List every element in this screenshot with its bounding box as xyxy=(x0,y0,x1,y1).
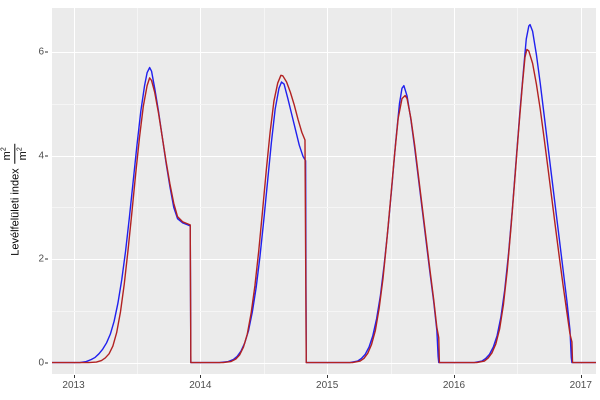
x-axis-tick-mark xyxy=(580,375,582,378)
gridline-y-major xyxy=(52,52,596,53)
gridline-y-minor xyxy=(52,103,596,105)
y-axis-title: Levélfelületi index m2 m2 xyxy=(0,0,30,400)
y-axis-tick-label: 2 xyxy=(38,253,44,265)
x-axis-tick-label: 2015 xyxy=(316,380,339,391)
y-axis-tick-mark xyxy=(45,155,48,157)
plot-panel xyxy=(52,8,596,374)
x-axis-tick-mark xyxy=(327,375,329,378)
plot-lines xyxy=(52,23,596,364)
gridline-y-major xyxy=(52,259,596,261)
y-axis-tick-label: 6 xyxy=(38,46,44,58)
y-axis-tick-mark xyxy=(45,258,48,260)
y-axis-tick-mark xyxy=(45,362,48,364)
gridline-y-minor xyxy=(52,207,596,209)
y-axis-tick-label: 4 xyxy=(38,150,44,162)
gridline-y-major xyxy=(52,155,596,157)
gridline-x-minor xyxy=(136,8,138,374)
gridline-y-minor xyxy=(52,310,596,312)
y-axis-unit-fraction: m2 m2 xyxy=(0,144,30,164)
gridline-x-major xyxy=(453,8,455,374)
gridline-x-major xyxy=(327,8,329,374)
gridline-x-major xyxy=(73,8,75,374)
gridline-x-minor xyxy=(517,8,519,374)
gridline-x-major xyxy=(200,8,202,374)
x-axis-tick-label: 2014 xyxy=(189,380,212,391)
y-axis-title-inner: Levélfelületi index m2 m2 xyxy=(0,144,29,256)
y-axis-tick-mark xyxy=(45,51,48,53)
y-axis-title-text: Levélfelületi index xyxy=(9,168,21,256)
y-axis-unit-denominator: m2 xyxy=(16,147,30,161)
y-axis-tick-label: 0 xyxy=(38,357,44,369)
series-line-red xyxy=(52,48,596,364)
y-axis-unit-numerator: m2 xyxy=(0,147,13,161)
x-axis-tick-label: 2013 xyxy=(62,380,85,391)
x-axis-tick-mark xyxy=(453,375,455,378)
y-axis-tick-labels: 0 2 4 6 xyxy=(30,0,44,400)
x-axis-tick-label: 2016 xyxy=(442,380,466,391)
gridline-x-major xyxy=(580,8,582,374)
x-axis-tick-mark xyxy=(200,375,202,378)
x-axis-tick-label: 2017 xyxy=(569,380,592,391)
x-axis-tick-mark xyxy=(73,375,75,378)
